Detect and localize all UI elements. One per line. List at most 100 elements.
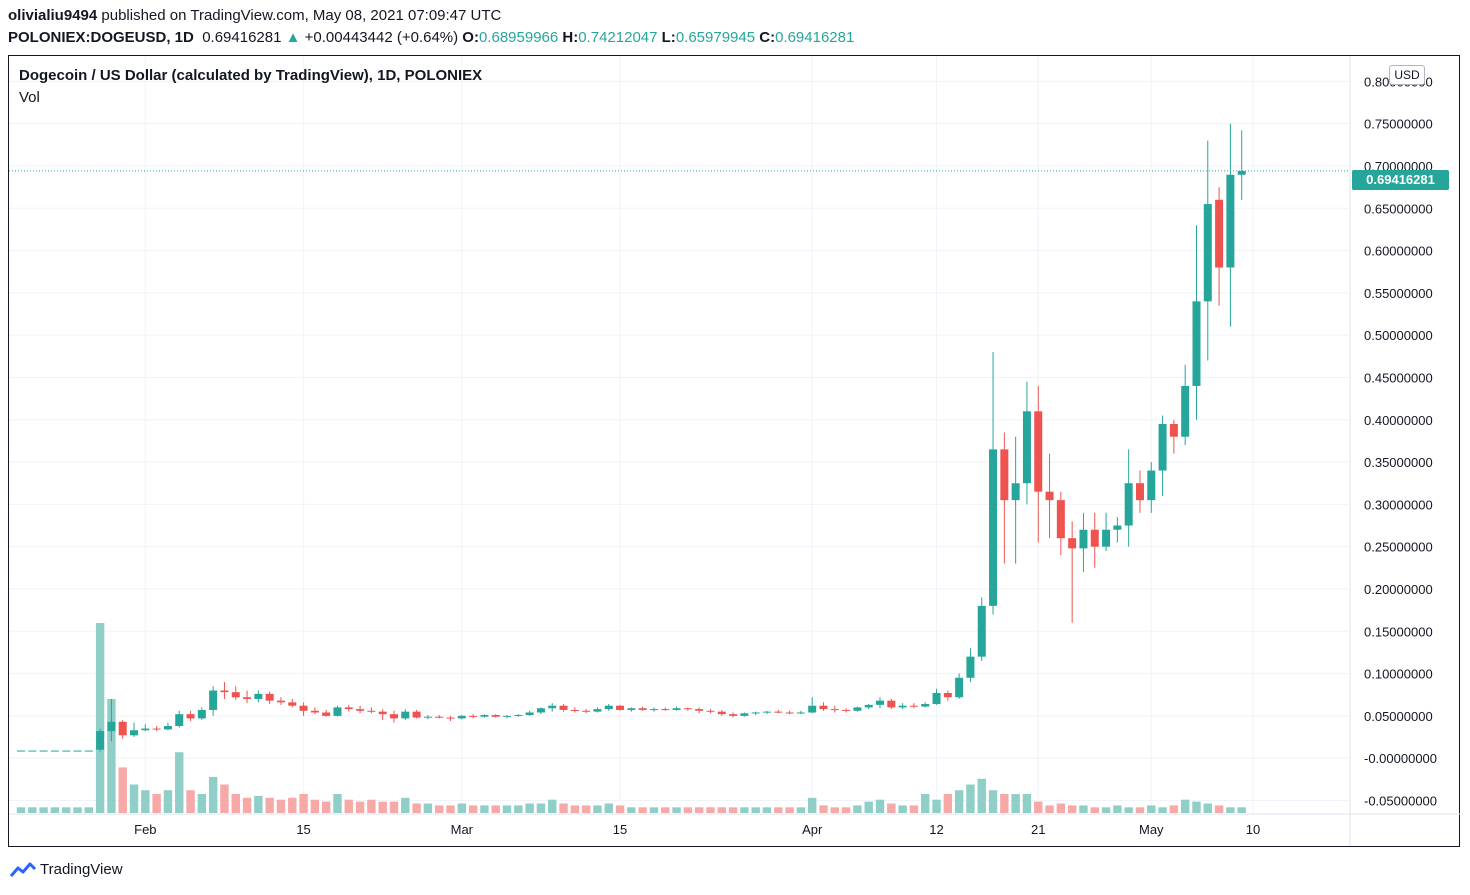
y-tick-label: 0.25000000 [1364,540,1433,555]
candle-body [299,705,308,711]
candle-body [1034,411,1043,492]
volume-bar [457,803,467,813]
currency-button[interactable]: USD [1389,65,1425,85]
volume-bar [73,807,82,813]
x-tick-label: Mar [451,822,474,837]
candle-body [887,700,896,708]
candle-body [276,700,285,703]
volume-bar [50,807,60,813]
volume-bar [276,799,286,813]
candle-body [864,704,873,708]
y-tick-label: 0.35000000 [1364,455,1433,470]
volume-bar [1090,807,1099,813]
volume-bar [265,797,274,813]
candle-body [638,708,647,710]
candle-body [819,705,828,710]
volume-bar [491,805,500,813]
volume-bar [401,797,410,813]
volume-bar [299,794,308,813]
volume-bar [344,799,353,813]
volume-bar [525,803,534,813]
candle-body [107,721,116,732]
candle-body [1045,491,1054,501]
last-price-tag: 0.69416281 [1352,170,1449,190]
volume-bar [921,794,930,813]
candle-body [186,714,195,719]
volume-bar [751,807,760,813]
y-tick-label: 0.50000000 [1364,328,1433,343]
volume-bar [683,807,693,813]
volume-bar [615,805,625,813]
volume-bar [1101,807,1111,813]
close-label: C: [759,29,776,46]
tradingview-logo[interactable]: TradingView [10,861,123,878]
candle-body [389,714,398,719]
volume-bar [536,803,546,813]
candle-body [695,709,704,711]
volume-bar [412,803,421,813]
volume-bar [694,807,704,813]
y-tick-label: 0.20000000 [1364,582,1433,597]
volume-bar [740,807,749,813]
y-tick-label: -0.05000000 [1364,793,1437,808]
volume-bar [1113,805,1122,813]
volume-bar [254,795,263,813]
candle-body [604,705,613,710]
candle-body [1113,525,1122,530]
volume-bar [1000,794,1009,813]
volume-bar [1237,807,1246,813]
volume-bar [841,807,851,813]
candle-body [1079,529,1088,549]
candle-body [446,717,455,719]
candle-body [649,709,658,711]
candle-body [559,705,568,710]
volume-bar [604,803,613,813]
volume-bar [310,799,320,813]
volume-bar [118,767,127,813]
volume-bar [84,807,94,813]
candle-body [469,715,478,717]
author-name[interactable]: olivialiu9494 [8,7,98,24]
candle-body [1022,411,1031,484]
x-tick-label: Feb [134,822,156,837]
y-tick-label: 0.40000000 [1364,413,1433,428]
candle-body [50,750,59,752]
candle-body [141,728,150,731]
volume-bar [514,805,523,813]
volume-bar [333,794,342,813]
candle-body [876,700,885,705]
volume-bar [141,790,150,813]
candle-body [536,708,545,713]
low-label: L: [661,29,676,46]
volume-bar [220,784,229,813]
volume-bar [129,784,139,813]
candle-body [729,714,738,716]
candle-body [152,728,161,730]
candle-body [412,711,421,718]
volume-bar [774,807,783,813]
candle-body [740,713,749,716]
x-tick-label: 21 [1031,822,1045,837]
candle-body [1135,483,1144,501]
volume-bar [107,699,116,813]
candle-body [1102,529,1111,547]
volume-bar [152,794,161,813]
volume-bar [988,790,998,813]
y-tick-label: 0.30000000 [1364,497,1433,512]
volume-bar [480,805,489,813]
candle-body [423,716,432,718]
candle-body [966,656,975,678]
volume-bar [1214,805,1224,813]
volume-bar [1067,805,1077,813]
volume-bar [909,805,919,813]
low-value: 0.65979945 [675,29,756,46]
volume-bar [175,752,184,813]
candle-body [514,715,523,717]
chart-legend-title: Dogecoin / US Dollar (calculated by Trad… [19,67,483,84]
candle-body [96,731,105,750]
volume-bar [717,807,726,813]
volume-bar [468,805,478,813]
volume-bar [728,807,738,813]
x-tick-label: 15 [613,822,627,837]
